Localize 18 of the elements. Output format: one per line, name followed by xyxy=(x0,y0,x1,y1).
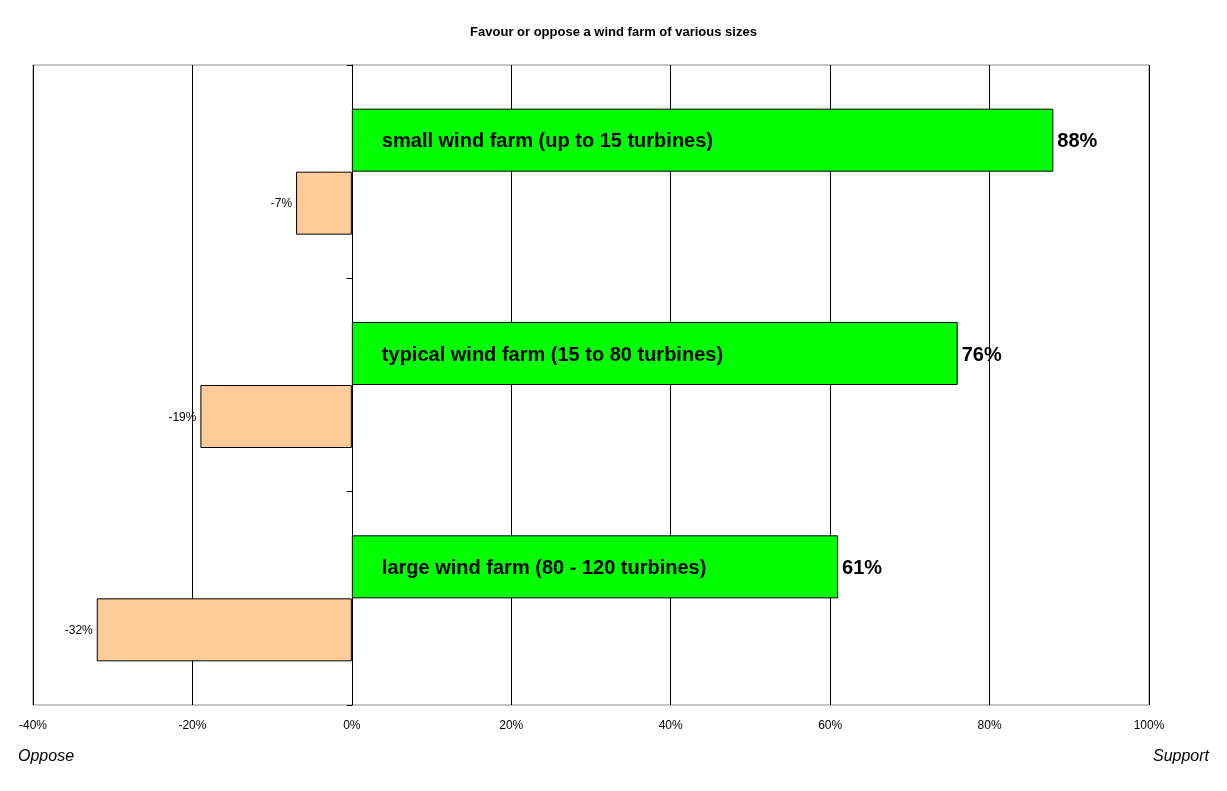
y-tick-label: large wind farm (80 - 120 turbines) xyxy=(381,555,707,578)
x-tick-label: 100% xyxy=(1133,718,1165,732)
text: Oppose xyxy=(18,746,75,764)
text: Support xyxy=(1152,746,1210,764)
x-tick-label: 80% xyxy=(977,718,1002,732)
y-tick-label: typical wind farm (15 to 80 turbines) xyxy=(381,342,724,365)
x-tick-label: -40% xyxy=(18,718,48,732)
data-label: -32% xyxy=(64,622,94,637)
x-tick-label: 60% xyxy=(818,718,843,732)
data-label: 61% xyxy=(842,555,883,578)
x-tick-label: 20% xyxy=(499,718,524,732)
x-tick-label: -20% xyxy=(178,718,207,732)
data-label: -7% xyxy=(270,196,293,211)
y-tick-label: small wind farm (up to 15 turbines) xyxy=(381,129,714,152)
x-tick-label: 0% xyxy=(343,718,361,732)
chart-title: Favour or oppose a wind farm of various sizes xyxy=(470,24,757,39)
data-label: 88% xyxy=(1057,129,1098,152)
x-tick-label: 40% xyxy=(658,718,684,732)
